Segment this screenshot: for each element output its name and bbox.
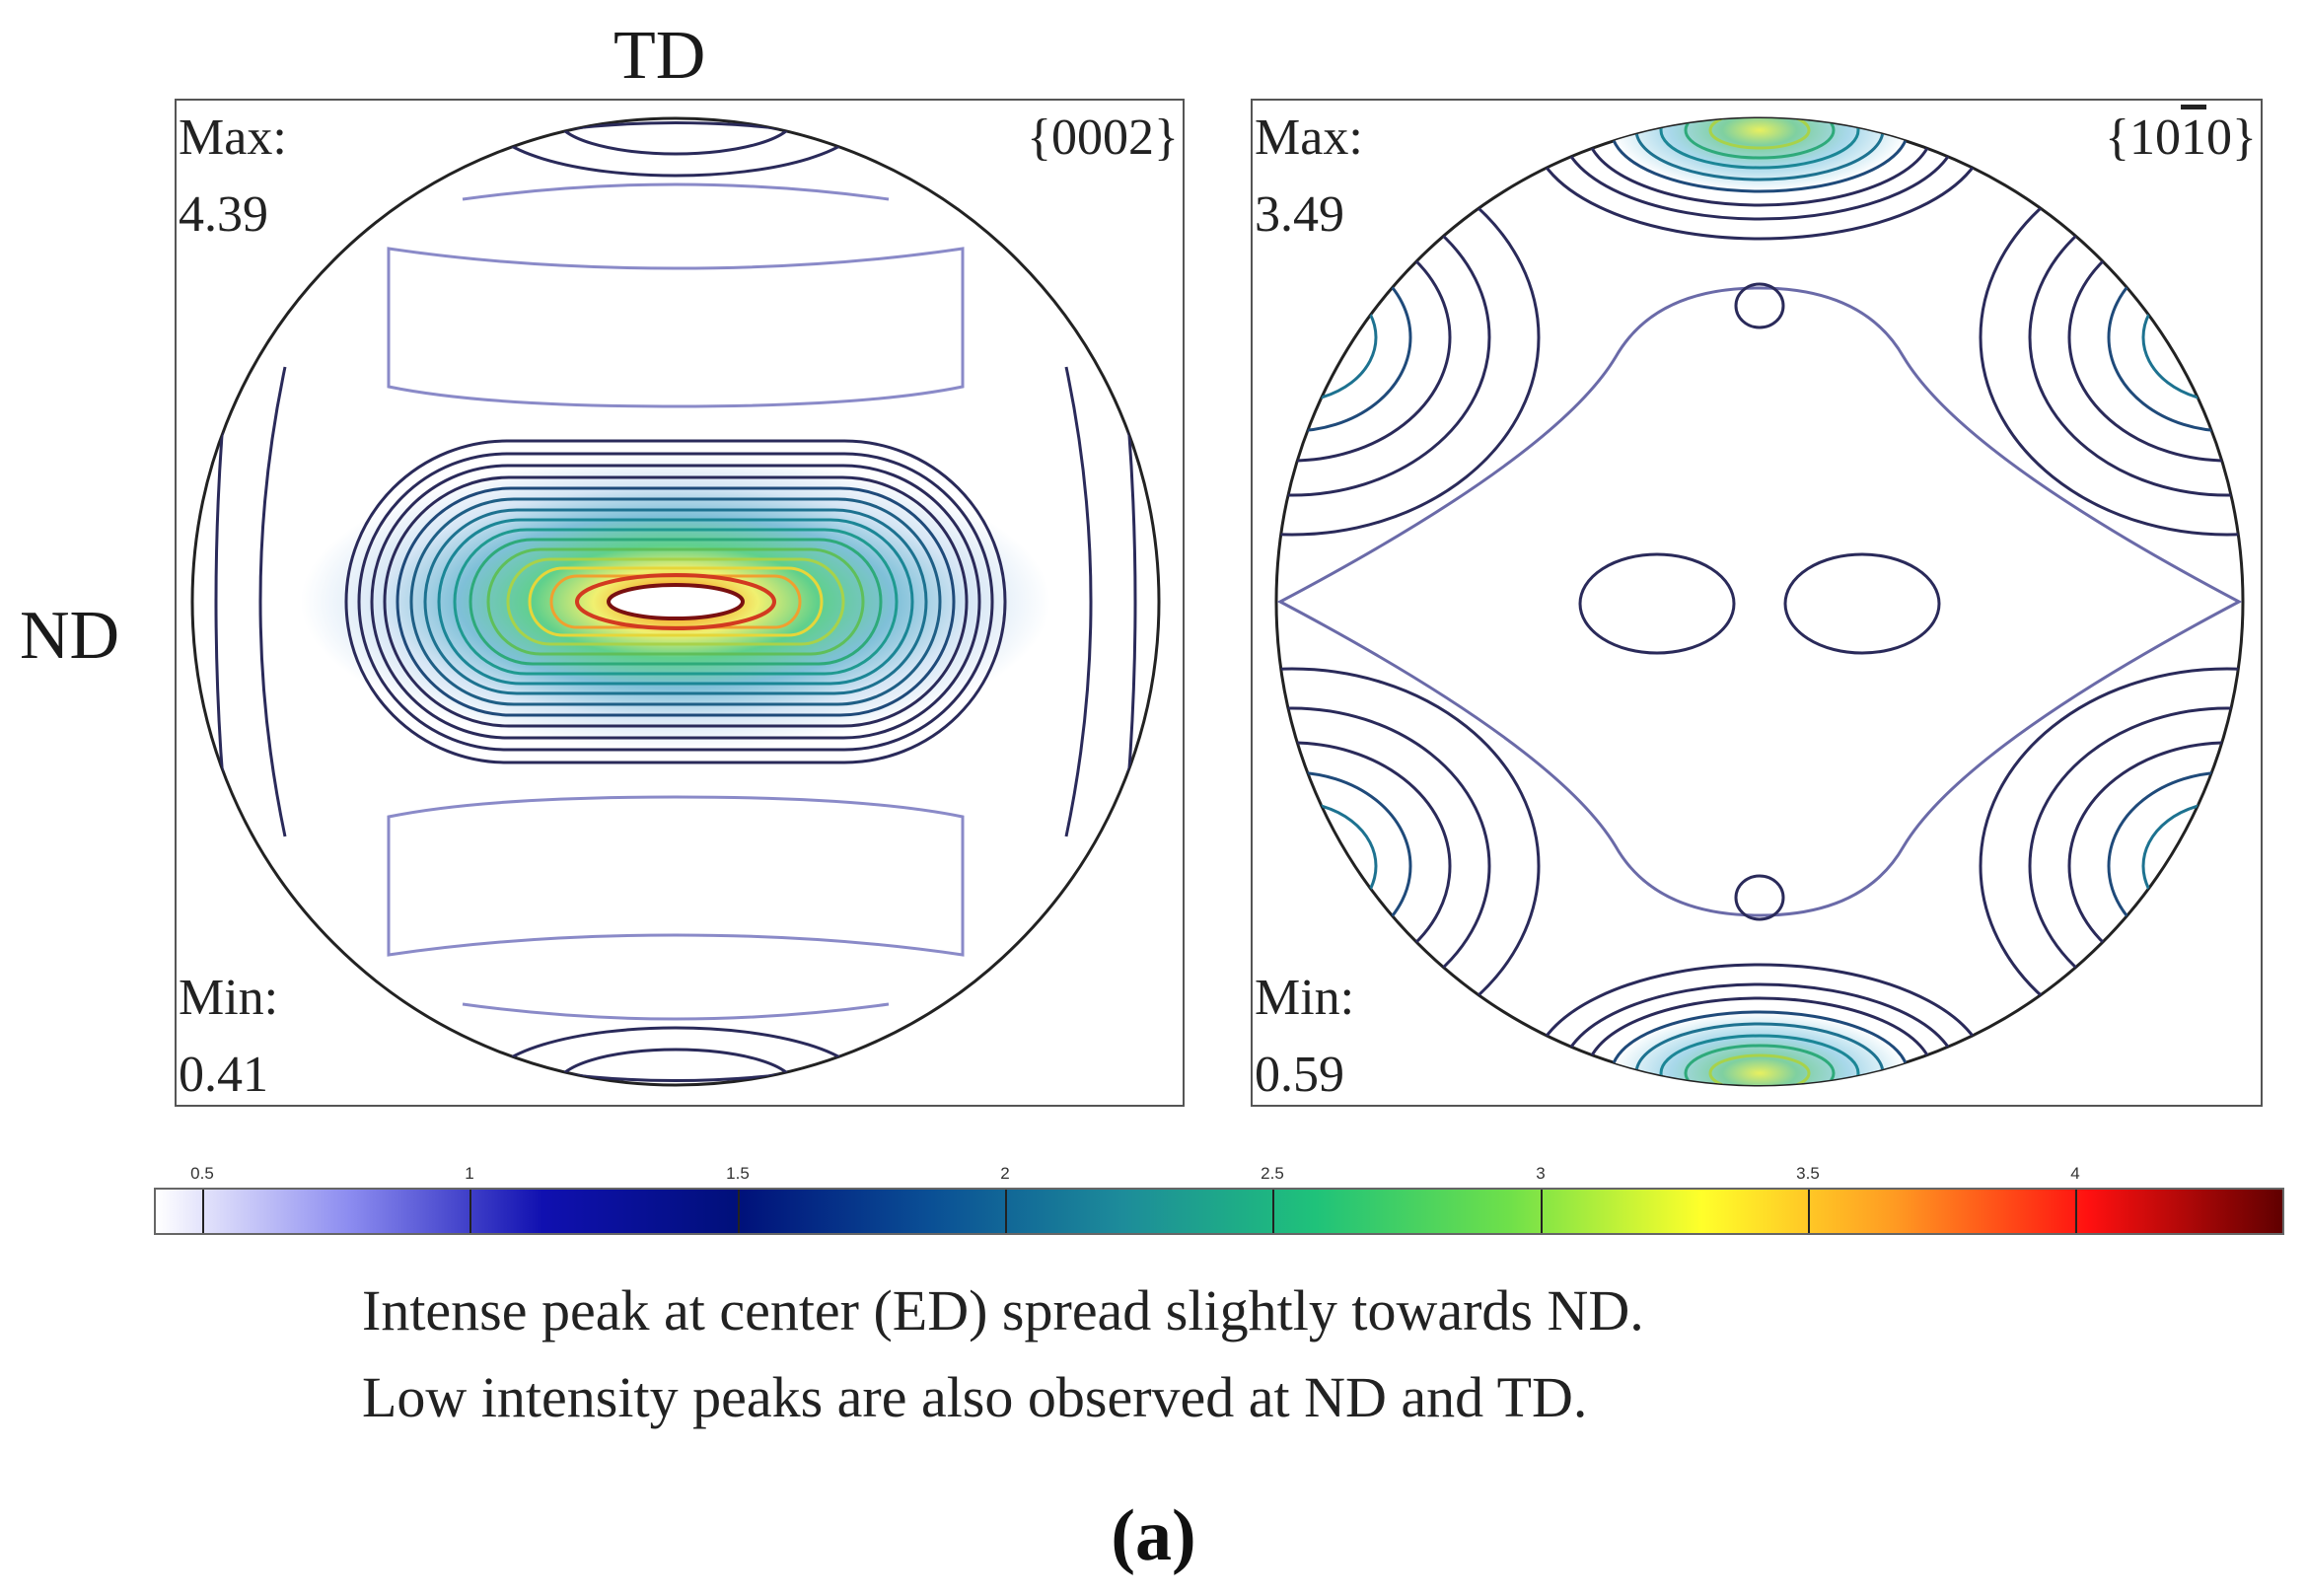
- subfigure-label: (a): [1111, 1495, 1196, 1576]
- pole-figure-0002-plot: [190, 116, 1161, 1087]
- colorbar-tick: [1541, 1190, 1543, 1233]
- colorbar-tick-label: 1.5: [726, 1164, 750, 1183]
- colorbar: [154, 1188, 2284, 1235]
- max-value-1010: 3.49: [1255, 186, 1344, 243]
- min-value-1010: 0.59: [1255, 1047, 1344, 1103]
- max-value-0002: 4.39: [179, 186, 268, 243]
- colorbar-tick-label: 3: [1536, 1164, 1546, 1183]
- colorbar-tick: [202, 1190, 204, 1233]
- colorbar-tick: [1005, 1190, 1007, 1233]
- colorbar-tick: [2075, 1190, 2077, 1233]
- pole-figure-0002: Max: 4.39 Min: 0.41 {0002}: [175, 99, 1185, 1107]
- plane-label-0002: {0002}: [1027, 109, 1179, 166]
- caption-line-2: Low intensity peaks are also observed at…: [362, 1365, 1588, 1429]
- colorbar-tick-label: 0.5: [190, 1164, 214, 1183]
- colorbar-tick: [1272, 1190, 1274, 1233]
- caption-line-1: Intense peak at center (ED) spread sligh…: [362, 1278, 1644, 1342]
- colorbar-tick-label: 1: [465, 1164, 474, 1183]
- min-label-0002: Min:: [179, 970, 279, 1026]
- colorbar-tick-label: 2.5: [1261, 1164, 1284, 1183]
- colorbar-tick: [738, 1190, 740, 1233]
- min-label-1010: Min:: [1255, 970, 1355, 1026]
- pole-figure-1010: Max: 3.49 Min: 0.59 {1010}: [1251, 99, 2263, 1107]
- min-value-0002: 0.41: [179, 1047, 268, 1103]
- td-axis-label: TD: [613, 18, 706, 94]
- colorbar-tick-label: 3.5: [1796, 1164, 1820, 1183]
- nd-axis-label: ND: [20, 598, 120, 674]
- colorbar-tick-label: 4: [2070, 1164, 2080, 1183]
- colorbar-tick-label: 2: [1000, 1164, 1010, 1183]
- plane-label-1010: {1010}: [2105, 109, 2257, 166]
- colorbar-tick: [469, 1190, 471, 1233]
- pole-figure-1010-plot: [1274, 116, 2245, 1087]
- colorbar-tick: [1808, 1190, 1810, 1233]
- max-label-1010: Max:: [1255, 109, 1363, 166]
- max-label-0002: Max:: [179, 109, 287, 166]
